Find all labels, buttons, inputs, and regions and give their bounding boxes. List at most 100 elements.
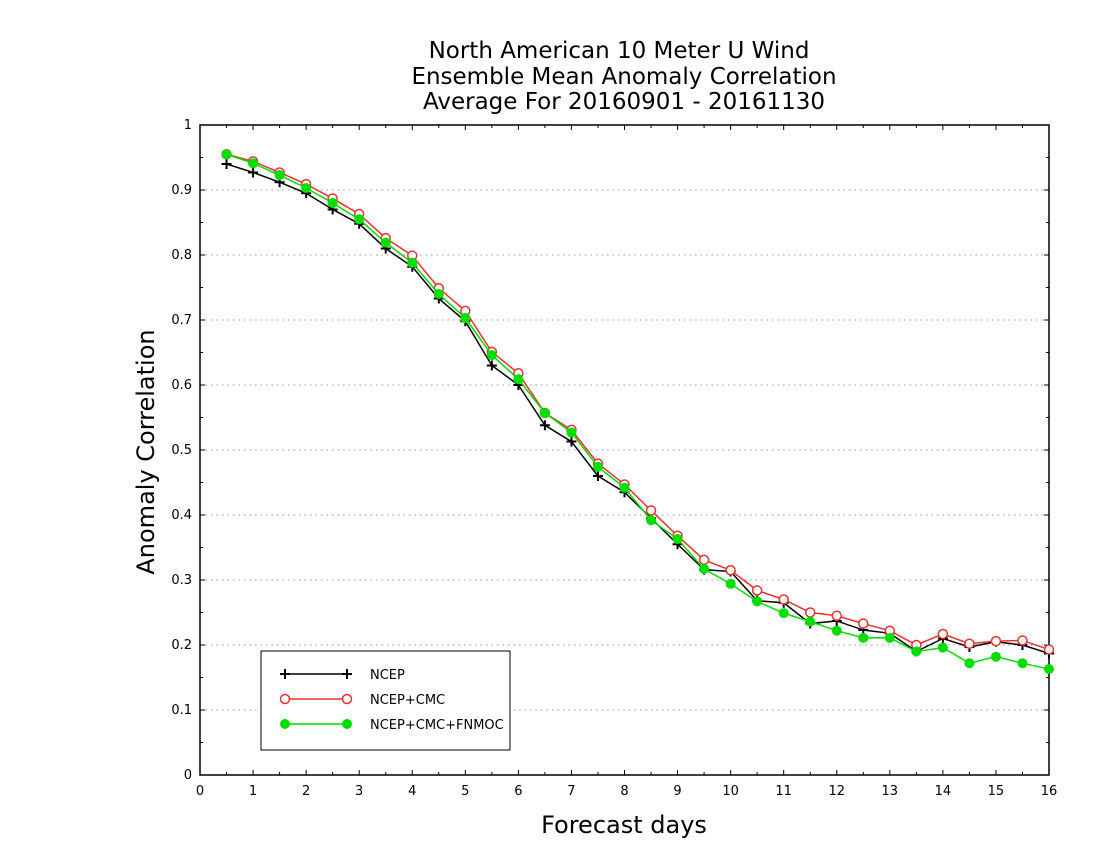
x-tick-label: 13 bbox=[882, 784, 899, 799]
legend-marker bbox=[341, 693, 353, 705]
data-point bbox=[964, 638, 975, 649]
y-tick-label: 1 bbox=[184, 118, 192, 133]
x-tick-label: 4 bbox=[408, 784, 416, 799]
data-point bbox=[592, 461, 603, 472]
legend-label: NCEP bbox=[370, 668, 405, 683]
chart-title-line-3: Average For 20160901 - 20161130 bbox=[423, 89, 825, 115]
data-point bbox=[937, 628, 949, 640]
data-point bbox=[725, 578, 736, 589]
data-point bbox=[486, 350, 497, 361]
y-tick-label: 0.8 bbox=[171, 248, 192, 263]
series-ncep-cmc bbox=[221, 149, 1055, 655]
data-point bbox=[221, 159, 232, 169]
data-point bbox=[327, 198, 338, 208]
series-ncep bbox=[221, 159, 1054, 659]
data-point bbox=[248, 158, 259, 169]
data-point bbox=[751, 585, 763, 596]
data-point bbox=[964, 658, 975, 669]
data-point bbox=[1043, 644, 1055, 655]
data-point bbox=[486, 360, 497, 371]
data-point bbox=[646, 515, 657, 526]
data-point bbox=[354, 214, 365, 225]
data-point bbox=[407, 257, 418, 268]
x-tick-label: 8 bbox=[620, 784, 628, 799]
data-point bbox=[274, 170, 285, 181]
data-point bbox=[301, 183, 312, 194]
x-axis-label: Forecast days bbox=[541, 811, 707, 839]
data-point bbox=[858, 632, 869, 643]
y-tick-label: 0.9 bbox=[171, 183, 192, 198]
y-tick-label: 0 bbox=[184, 768, 192, 783]
chart-title-line-2: Ensemble Mean Anomaly Correlation bbox=[411, 64, 836, 90]
data-point bbox=[645, 505, 657, 516]
legend-box bbox=[260, 650, 511, 751]
data-point bbox=[380, 237, 391, 248]
data-point bbox=[884, 632, 895, 643]
data-point bbox=[433, 289, 444, 299]
x-tick-label: 7 bbox=[567, 784, 575, 799]
axis-ticks: 00.10.20.30.40.50.60.70.80.910 1 2 3 4 5 6 7 8 9 1… bbox=[171, 118, 1057, 799]
x-tick-label: 16 bbox=[1041, 784, 1058, 799]
series-line bbox=[226, 153, 1050, 670]
legend-label: NCEP+CMC bbox=[370, 693, 445, 708]
y-tick-label: 0.2 bbox=[171, 638, 192, 653]
data-point bbox=[248, 167, 259, 178]
data-point bbox=[752, 596, 763, 607]
x-tick-label: 5 bbox=[461, 784, 469, 799]
data-point bbox=[831, 625, 842, 636]
series-ncep-cmc-fnmoc bbox=[221, 149, 1054, 675]
x-tick-label: 12 bbox=[828, 784, 845, 799]
data-point bbox=[699, 563, 710, 574]
chart-title-line-1: North American 10 Meter U Wind bbox=[429, 38, 810, 64]
legend-marker bbox=[342, 669, 352, 679]
data-point bbox=[460, 313, 471, 324]
data-point bbox=[937, 642, 948, 653]
series-line bbox=[226, 153, 1050, 651]
x-tick-label: 1 bbox=[249, 784, 257, 799]
data-point bbox=[778, 594, 789, 605]
data-point bbox=[539, 407, 550, 418]
data-point bbox=[698, 554, 710, 566]
legend-marker bbox=[342, 719, 352, 729]
legend: NCEP NCEP+CMC NCEP+CMC+FNMOC bbox=[260, 650, 511, 751]
data-point bbox=[566, 436, 577, 447]
y-tick-label: 0.1 bbox=[171, 703, 192, 718]
series-group bbox=[221, 149, 1055, 675]
y-tick-label: 0.4 bbox=[171, 508, 192, 523]
data-point bbox=[804, 607, 816, 618]
legend-label: NCEP+CMC+FNMOC bbox=[370, 718, 504, 733]
x-tick-label: 9 bbox=[673, 784, 681, 799]
data-point bbox=[592, 471, 603, 481]
data-point bbox=[566, 427, 577, 438]
data-point bbox=[911, 646, 922, 657]
legend-marker bbox=[279, 693, 291, 705]
data-point bbox=[539, 420, 550, 431]
y-tick-label: 0.5 bbox=[171, 443, 192, 458]
y-tick-label: 0.7 bbox=[171, 313, 192, 328]
x-tick-label: 15 bbox=[988, 784, 1005, 799]
gridlines bbox=[200, 189, 1049, 711]
data-point bbox=[672, 534, 683, 545]
y-tick-label: 0.3 bbox=[171, 573, 192, 588]
data-point bbox=[1017, 658, 1028, 669]
legend-marker bbox=[280, 669, 290, 679]
data-point bbox=[858, 618, 869, 629]
data-point bbox=[619, 482, 630, 493]
x-tick-label: 11 bbox=[775, 784, 792, 799]
x-tick-label: 2 bbox=[302, 784, 310, 799]
data-point bbox=[1017, 635, 1028, 646]
data-point bbox=[1044, 664, 1054, 675]
data-point bbox=[990, 651, 1001, 662]
x-tick-label: 10 bbox=[722, 784, 739, 799]
data-point bbox=[513, 374, 524, 385]
data-point bbox=[778, 608, 789, 619]
x-tick-label: 0 bbox=[196, 784, 204, 799]
x-tick-label: 6 bbox=[514, 784, 522, 799]
legend-marker bbox=[280, 719, 290, 729]
data-point bbox=[725, 565, 736, 576]
data-point bbox=[831, 610, 842, 621]
data-point bbox=[221, 149, 232, 160]
data-point bbox=[990, 635, 1002, 647]
data-point bbox=[805, 616, 816, 627]
